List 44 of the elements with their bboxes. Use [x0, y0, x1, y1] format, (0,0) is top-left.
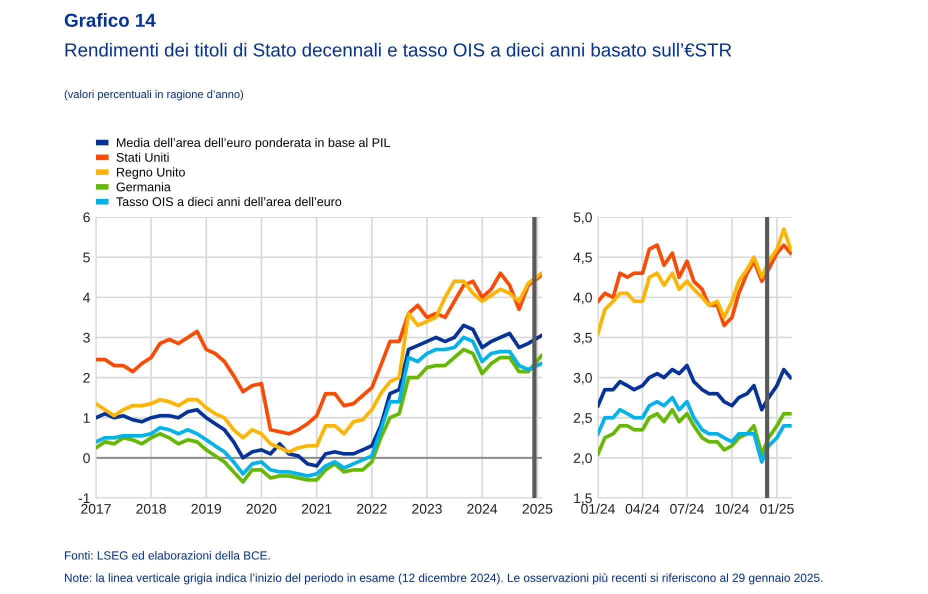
- line-series: [598, 364, 792, 412]
- y-tick-label: 2,0: [574, 453, 592, 465]
- chart-title: Grafico 14: [64, 13, 156, 27]
- y-tick-label: 0: [83, 453, 90, 464]
- x-tick-label: 04/24: [626, 504, 660, 514]
- y-tick-label: -1: [78, 493, 90, 504]
- y-tick-label: 1: [84, 413, 90, 423]
- x-tick-label: 2021: [302, 504, 332, 514]
- x-tick-label: 2025: [522, 504, 552, 514]
- text: (valori percentuali in ragione d’anno): [64, 90, 244, 100]
- line-series: [598, 396, 792, 464]
- line-series: [598, 227, 792, 336]
- x-tick-label: 01/24: [581, 504, 615, 514]
- x-tick-label: 2018: [136, 504, 166, 514]
- y-tick-label: 3,0: [574, 372, 592, 384]
- x-tick-label: 01/25: [760, 504, 794, 514]
- x-tick-label: 2020: [246, 504, 276, 514]
- y-tick-label: 1,5: [574, 493, 592, 505]
- x-tick-label: 2017: [81, 504, 111, 514]
- x-tick-label: 07/24: [670, 504, 704, 514]
- text: Note: la linea verticale grigia indica l’inizio del periodo in esame (12 dicembre 2024). Le osservazioni più recenti si riferiscono al 29 gennaio 2025.: [65, 573, 822, 584]
- x-tick-label: 2022: [357, 504, 387, 514]
- x-tick-label: 2023: [412, 504, 442, 514]
- legend-label: Regno Unito: [116, 167, 185, 180]
- y-tick-label: 3: [83, 332, 90, 343]
- legend-label: Tasso OIS a dieci anni dell’area dell’euro: [116, 196, 342, 206]
- y-tick-label: 4: [82, 292, 90, 302]
- y-tick-label: 6: [83, 212, 90, 222]
- y-tick-label: 3,5: [574, 332, 592, 344]
- x-tick-label: 2019: [191, 504, 222, 514]
- text: Fonti: LSEG ed elaborazioni della BCE.: [65, 550, 270, 560]
- legend-label: Germania: [116, 182, 171, 192]
- legend-label: Stati Uniti: [116, 152, 169, 162]
- legend-label: Media dell’area dell’euro ponderata in base al PIL: [116, 138, 390, 150]
- y-tick-label: 2,5: [574, 413, 592, 425]
- x-tick-label: 10/24: [716, 504, 749, 514]
- y-tick-label: 4,0: [573, 292, 592, 304]
- y-tick-label: 5,0: [574, 212, 592, 224]
- line-series: [598, 408, 792, 456]
- y-tick-label: 5: [83, 252, 90, 262]
- x-tick-label: 2024: [467, 504, 498, 514]
- chart-subtitle: Rendimenti dei titoli di Stato decennali e tasso OIS a dieci anni basato sull’€STR: [66, 42, 732, 57]
- y-tick-label: 2: [83, 372, 90, 383]
- y-tick-label: 4,5: [573, 252, 592, 264]
